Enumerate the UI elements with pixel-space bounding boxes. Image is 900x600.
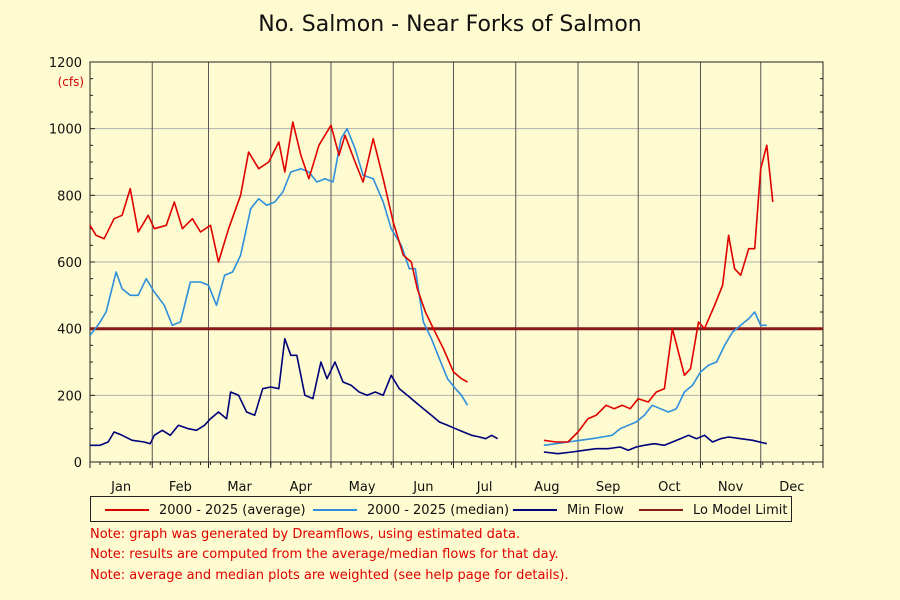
series-line-2000-2025-median-	[543, 311, 767, 447]
legend-swatch-average	[105, 509, 149, 511]
x-tick-label: Mar	[227, 480, 252, 495]
y-tick-label: 0	[74, 456, 82, 471]
y-tick-label: 800	[57, 189, 82, 204]
legend-label-lo-model-limit: Lo Model Limit	[693, 502, 788, 518]
legend-label-average: 2000 - 2025 (average)	[159, 502, 306, 518]
series-line-min-flow	[543, 434, 767, 455]
y-tick-label: 200	[57, 389, 82, 404]
legend-label-median: 2000 - 2025 (median)	[367, 502, 510, 518]
note-line-1: Note: graph was generated by Dreamflows,…	[90, 527, 521, 542]
note-line-3: Note: average and median plots are weigh…	[90, 568, 569, 583]
series-lines	[89, 121, 823, 455]
grid-lines	[90, 61, 823, 463]
x-tick-label: Dec	[779, 480, 804, 495]
chart-title: No. Salmon - Near Forks of Salmon	[258, 12, 642, 37]
y-tick-label: 600	[57, 256, 82, 271]
x-tick-label: Jan	[110, 480, 131, 495]
y-tick-label: 400	[57, 323, 82, 338]
series-line-min-flow	[90, 337, 499, 447]
x-tick-label: Nov	[718, 480, 744, 495]
series-line-2000-2025-average-	[543, 144, 774, 443]
legend-item-average: 2000 - 2025 (average)	[105, 501, 306, 519]
x-tick-label: May	[349, 480, 376, 495]
y-tick-label: 1200	[49, 56, 82, 71]
legend-swatch-lo-model-limit	[639, 509, 683, 511]
y-unit-label: (cfs)	[58, 75, 84, 89]
x-tick-label: Jun	[412, 480, 433, 495]
legend-item-median: 2000 - 2025 (median)	[313, 501, 509, 519]
x-tick-label: Feb	[169, 480, 192, 495]
x-tick-label: Jul	[476, 480, 493, 495]
series-line-2000-2025-average-	[89, 121, 468, 383]
series-line-2000-2025-median-	[89, 127, 469, 406]
legend-item-lo-model-limit: Lo Model Limit	[639, 501, 788, 519]
y-tick-label: 1000	[49, 123, 82, 138]
legend-label-min-flow: Min Flow	[567, 502, 624, 518]
x-tick-label: Apr	[290, 480, 313, 495]
legend: 2000 - 2025 (average) 2000 - 2025 (media…	[90, 496, 792, 522]
legend-swatch-min-flow	[513, 509, 557, 511]
note-line-2: Note: results are computed from the aver…	[90, 547, 559, 562]
x-tick-label: Sep	[596, 480, 621, 495]
legend-swatch-median	[313, 509, 357, 511]
axes: 0 200 400 600 800 1000 1200 Jan Feb Mar Apr May Jun J…	[49, 56, 824, 495]
x-tick-label: Aug	[534, 480, 559, 495]
x-tick-label: Oct	[658, 480, 680, 495]
legend-item-min-flow: Min Flow	[513, 501, 624, 519]
plot-frame	[89, 61, 824, 463]
line-chart: 0 200 400 600 800 1000 1200 Jan Feb Mar Apr May Jun J…	[49, 56, 824, 495]
